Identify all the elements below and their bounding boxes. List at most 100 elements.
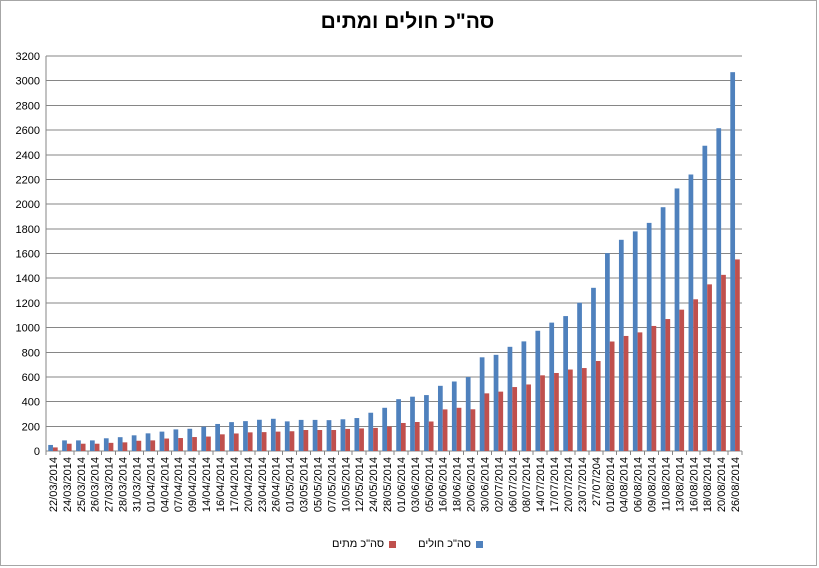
- bar-dead: [554, 372, 559, 451]
- bar-sick: [396, 399, 401, 451]
- bar-dead: [721, 274, 726, 451]
- legend-item: סה"כ מתים: [332, 538, 397, 550]
- legend: סה"כ חולים סה"כ מתים: [0, 538, 815, 550]
- bar-dead: [108, 442, 114, 451]
- bar-dead: [233, 433, 239, 451]
- bar-dead: [456, 407, 462, 451]
- y-tick-label: 2200: [16, 174, 40, 186]
- y-tick-label: 1400: [16, 273, 40, 285]
- x-tick-label: 16/04/2014: [215, 457, 227, 512]
- x-tick-label: 26/04/2014: [271, 457, 283, 512]
- y-tick-label: 1800: [16, 224, 40, 236]
- bar-dead: [122, 442, 128, 451]
- y-tick-label: 2800: [16, 100, 40, 112]
- bar-dead: [637, 332, 643, 451]
- x-tick-label: 26/08/2014: [730, 457, 742, 512]
- bar-dead: [317, 430, 323, 451]
- bar-sick: [424, 395, 429, 451]
- x-tick-label: 17/07/2014: [549, 457, 561, 512]
- bar-dead: [261, 432, 267, 451]
- x-tick-label: 16/08/2014: [688, 457, 700, 512]
- y-tick-label: 400: [22, 397, 40, 409]
- bar-dead: [470, 409, 476, 451]
- bar-sick: [549, 322, 555, 451]
- x-tick-label: 11/08/2014: [660, 457, 672, 511]
- y-tick-label: 2400: [16, 150, 40, 162]
- x-tick-label: 20/04/2014: [243, 457, 255, 512]
- bar-dead: [693, 299, 699, 451]
- bar-sick: [437, 385, 443, 451]
- y-tick-label: 800: [22, 347, 40, 359]
- bar-sick: [284, 421, 290, 451]
- bar-dead: [498, 391, 504, 451]
- x-tick-label: 12/05/2014: [354, 457, 366, 512]
- bar-dead: [428, 421, 434, 451]
- bar-dead: [512, 387, 518, 451]
- bar-sick: [646, 222, 652, 451]
- bar-dead: [303, 430, 309, 451]
- legend-item: סה"כ חולים: [418, 538, 483, 550]
- x-tick-label: 09/04/2014: [187, 457, 199, 512]
- x-tick-label: 20/07/2014: [563, 457, 575, 512]
- bar-dead: [623, 335, 629, 451]
- bar-dead: [373, 427, 378, 451]
- x-tick-label: 24/03/2014: [62, 457, 74, 512]
- x-tick-label: 24/05/2014: [368, 457, 380, 512]
- y-tick-label: 2000: [16, 199, 40, 211]
- x-tick-label: 07/04/2014: [173, 457, 185, 512]
- x-tick-label: 30/06/2014: [479, 457, 491, 512]
- x-tick-label: 14/07/2014: [535, 457, 547, 512]
- x-tick-label: 28/03/2014: [118, 457, 130, 512]
- x-tick-label: 06/07/2014: [507, 457, 519, 512]
- bar-sick: [354, 418, 360, 451]
- bar-sick: [131, 435, 137, 451]
- bar-dead: [609, 341, 615, 451]
- bar-dead: [665, 319, 671, 451]
- x-tick-label: 28/05/2014: [382, 457, 394, 512]
- bar-sick: [688, 174, 694, 451]
- x-tick-label: 03/05/2014: [299, 457, 311, 512]
- x-tick-label: 27/07/204: [591, 457, 603, 506]
- chart-title: סה"כ חולים ומתים: [320, 10, 495, 33]
- bar-dead: [52, 447, 58, 451]
- legend-swatch: [475, 540, 483, 548]
- y-tick-label: 1000: [16, 323, 40, 335]
- x-tick-label: 13/08/2014: [674, 457, 686, 512]
- bar-dead: [80, 443, 86, 451]
- y-tick-label: 3200: [16, 51, 40, 63]
- bar-sick: [563, 316, 568, 451]
- bar-sick: [229, 422, 234, 451]
- bar-dead: [220, 434, 225, 451]
- bar-dead: [206, 436, 211, 451]
- x-tick-label: 02/07/2014: [493, 457, 505, 512]
- bar-dead: [540, 375, 545, 451]
- bar-sick: [493, 354, 499, 451]
- y-tick-label: 3000: [16, 76, 40, 88]
- bar-dead: [484, 393, 490, 451]
- x-tick-label: 04/04/2014: [159, 457, 171, 512]
- y-tick-label: 2600: [16, 125, 40, 137]
- y-tick-label: 200: [22, 421, 40, 433]
- bar-dead: [651, 325, 657, 451]
- bar-dead: [679, 309, 685, 451]
- x-tick-label: 16/06/2014: [438, 457, 450, 512]
- bar-sick: [340, 419, 346, 451]
- bar-sick: [368, 412, 374, 451]
- x-tick-label: 08/07/2014: [521, 457, 533, 512]
- bar-dead: [247, 432, 253, 451]
- x-tick-label: 26/03/2014: [90, 457, 102, 512]
- x-tick-label: 14/04/2014: [201, 457, 213, 512]
- bar-sick: [730, 72, 736, 451]
- bar-sick: [660, 207, 666, 451]
- x-tick-label: 01/04/2014: [145, 457, 157, 512]
- bar-dead: [164, 438, 170, 451]
- bar-dead: [414, 421, 420, 451]
- x-tick-label: 01/06/2014: [396, 457, 408, 512]
- x-tick-label: 20/06/2014: [466, 457, 478, 512]
- bar-dead: [345, 428, 351, 451]
- bar-sick: [298, 419, 304, 451]
- bar-dead: [442, 409, 448, 451]
- x-tick-label: 04/08/2014: [619, 457, 631, 512]
